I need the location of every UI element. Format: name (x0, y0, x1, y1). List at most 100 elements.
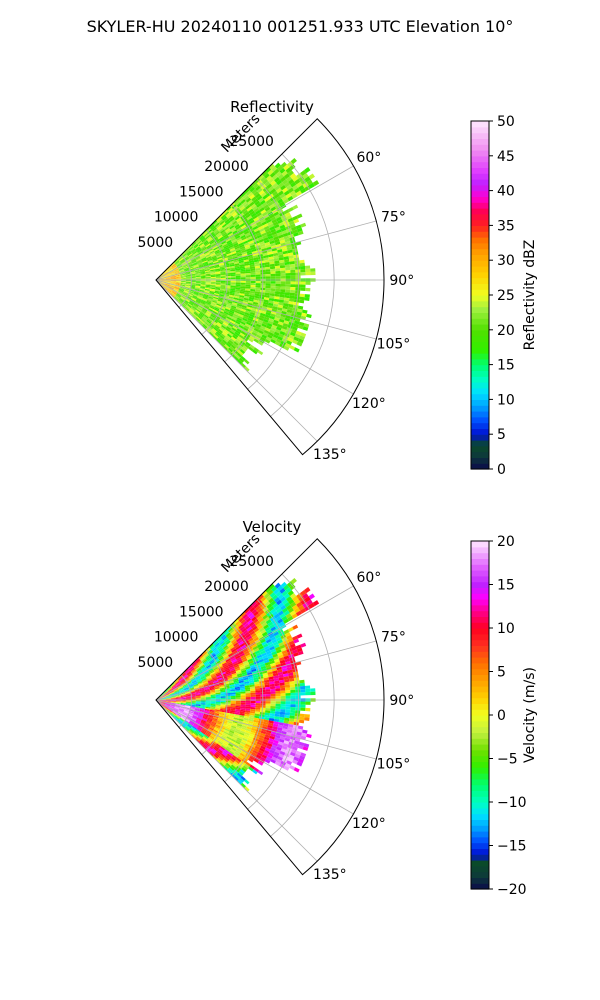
colorbar-segment (471, 686, 489, 693)
velocity-cell (196, 667, 201, 672)
reflectivity-cell (218, 336, 224, 341)
reflectivity-cell (222, 322, 229, 327)
reflectivity-cell (205, 312, 211, 317)
velocity-cell (266, 652, 273, 658)
velocity-cell (180, 680, 186, 684)
velocity-cell (170, 703, 176, 705)
velocity-cell (200, 731, 205, 736)
velocity-cell (179, 690, 185, 693)
velocity-cell (225, 737, 231, 742)
reflectivity-cell (230, 272, 236, 275)
reflectivity-cell (281, 170, 288, 177)
reflectivity-cell (176, 263, 182, 267)
reflectivity-cell (247, 302, 253, 306)
azimuth-gridline (155, 220, 377, 281)
reflectivity-cell (252, 214, 258, 220)
velocity-cell (247, 612, 254, 618)
reflectivity-cell (200, 278, 206, 280)
velocity-cell (231, 725, 237, 729)
velocity-cell (165, 703, 170, 706)
velocity-cell (253, 603, 259, 609)
velocity-cell (282, 725, 289, 730)
velocity-cell (197, 681, 203, 684)
velocity-cell (245, 624, 251, 630)
reflectivity-cell (206, 245, 212, 250)
reflectivity-cell (235, 285, 241, 288)
velocity-cell (278, 741, 284, 746)
velocity-cell (296, 633, 303, 639)
reflectivity-cell (160, 282, 165, 286)
reflectivity-cell (179, 269, 185, 272)
velocity-cell (254, 715, 260, 719)
velocity-cell (242, 747, 249, 752)
velocity-cell (243, 662, 250, 667)
reflectivity-cell (160, 282, 166, 285)
reflectivity-cell (247, 199, 253, 205)
reflectivity-cell (169, 272, 175, 275)
velocity-cell (219, 648, 225, 653)
reflectivity-cell (260, 199, 266, 205)
reflectivity-cell (179, 287, 185, 291)
velocity-cell (271, 594, 278, 601)
velocity-cell (296, 731, 303, 736)
reflectivity-cell (202, 308, 207, 313)
reflectivity-cell (224, 248, 230, 252)
velocity-cell (179, 708, 184, 712)
velocity-cell (245, 666, 251, 670)
reflectivity-cell (202, 247, 207, 252)
reflectivity-cell (228, 244, 234, 249)
velocity-cell (278, 753, 285, 759)
velocity-cell (265, 745, 272, 750)
velocity-cell (222, 720, 228, 724)
reflectivity-cell (170, 278, 176, 280)
reflectivity-cell (229, 310, 235, 314)
reflectivity-cell (185, 249, 190, 254)
reflectivity-cell (244, 188, 250, 194)
velocity-cell (283, 673, 289, 678)
reflectivity-cell (206, 256, 212, 260)
reflectivity-cell (264, 266, 271, 270)
reflectivity-cell (209, 330, 215, 336)
reflectivity-cell (165, 283, 170, 286)
reflectivity-cell (160, 276, 166, 279)
velocity-cell (190, 702, 196, 704)
colorbar-tick-label: 5 (497, 427, 506, 443)
reflectivity-cell (185, 285, 191, 287)
reflectivity-cell (160, 281, 166, 285)
velocity-cell (245, 633, 251, 639)
velocity-cell (239, 666, 246, 670)
velocity-cell (201, 650, 207, 656)
reflectivity-cell (296, 311, 303, 316)
reflectivity-cell (296, 341, 303, 347)
reflectivity-cell (168, 288, 173, 292)
reflectivity-cell (299, 335, 305, 341)
velocity-cell (205, 700, 211, 702)
velocity-cell (260, 665, 267, 670)
reflectivity-cell (245, 273, 251, 276)
velocity-cell (185, 696, 191, 698)
velocity-cell (302, 729, 308, 734)
velocity-cell (185, 705, 191, 707)
velocity-cell (218, 667, 225, 671)
reflectivity-cell (263, 318, 269, 323)
reflectivity-cell (283, 302, 289, 307)
velocity-cell (215, 693, 221, 696)
reflectivity-cell (239, 291, 245, 295)
velocity-cell (206, 739, 212, 744)
reflectivity-cell (244, 195, 250, 201)
reflectivity-cell (170, 262, 175, 267)
reflectivity-cell (244, 244, 250, 248)
velocity-cell (203, 725, 209, 730)
velocity-cell (270, 691, 276, 694)
velocity-cell (279, 736, 286, 741)
velocity-cell (223, 629, 228, 635)
velocity-cell (244, 779, 250, 785)
velocity-cell (238, 770, 244, 776)
reflectivity-cell (165, 273, 170, 277)
reflectivity-cell (236, 253, 243, 257)
velocity-cell (221, 735, 227, 740)
velocity-cell (250, 692, 256, 696)
velocity-cell (215, 651, 221, 656)
reflectivity-cell (274, 185, 281, 191)
velocity-cell (163, 706, 168, 710)
